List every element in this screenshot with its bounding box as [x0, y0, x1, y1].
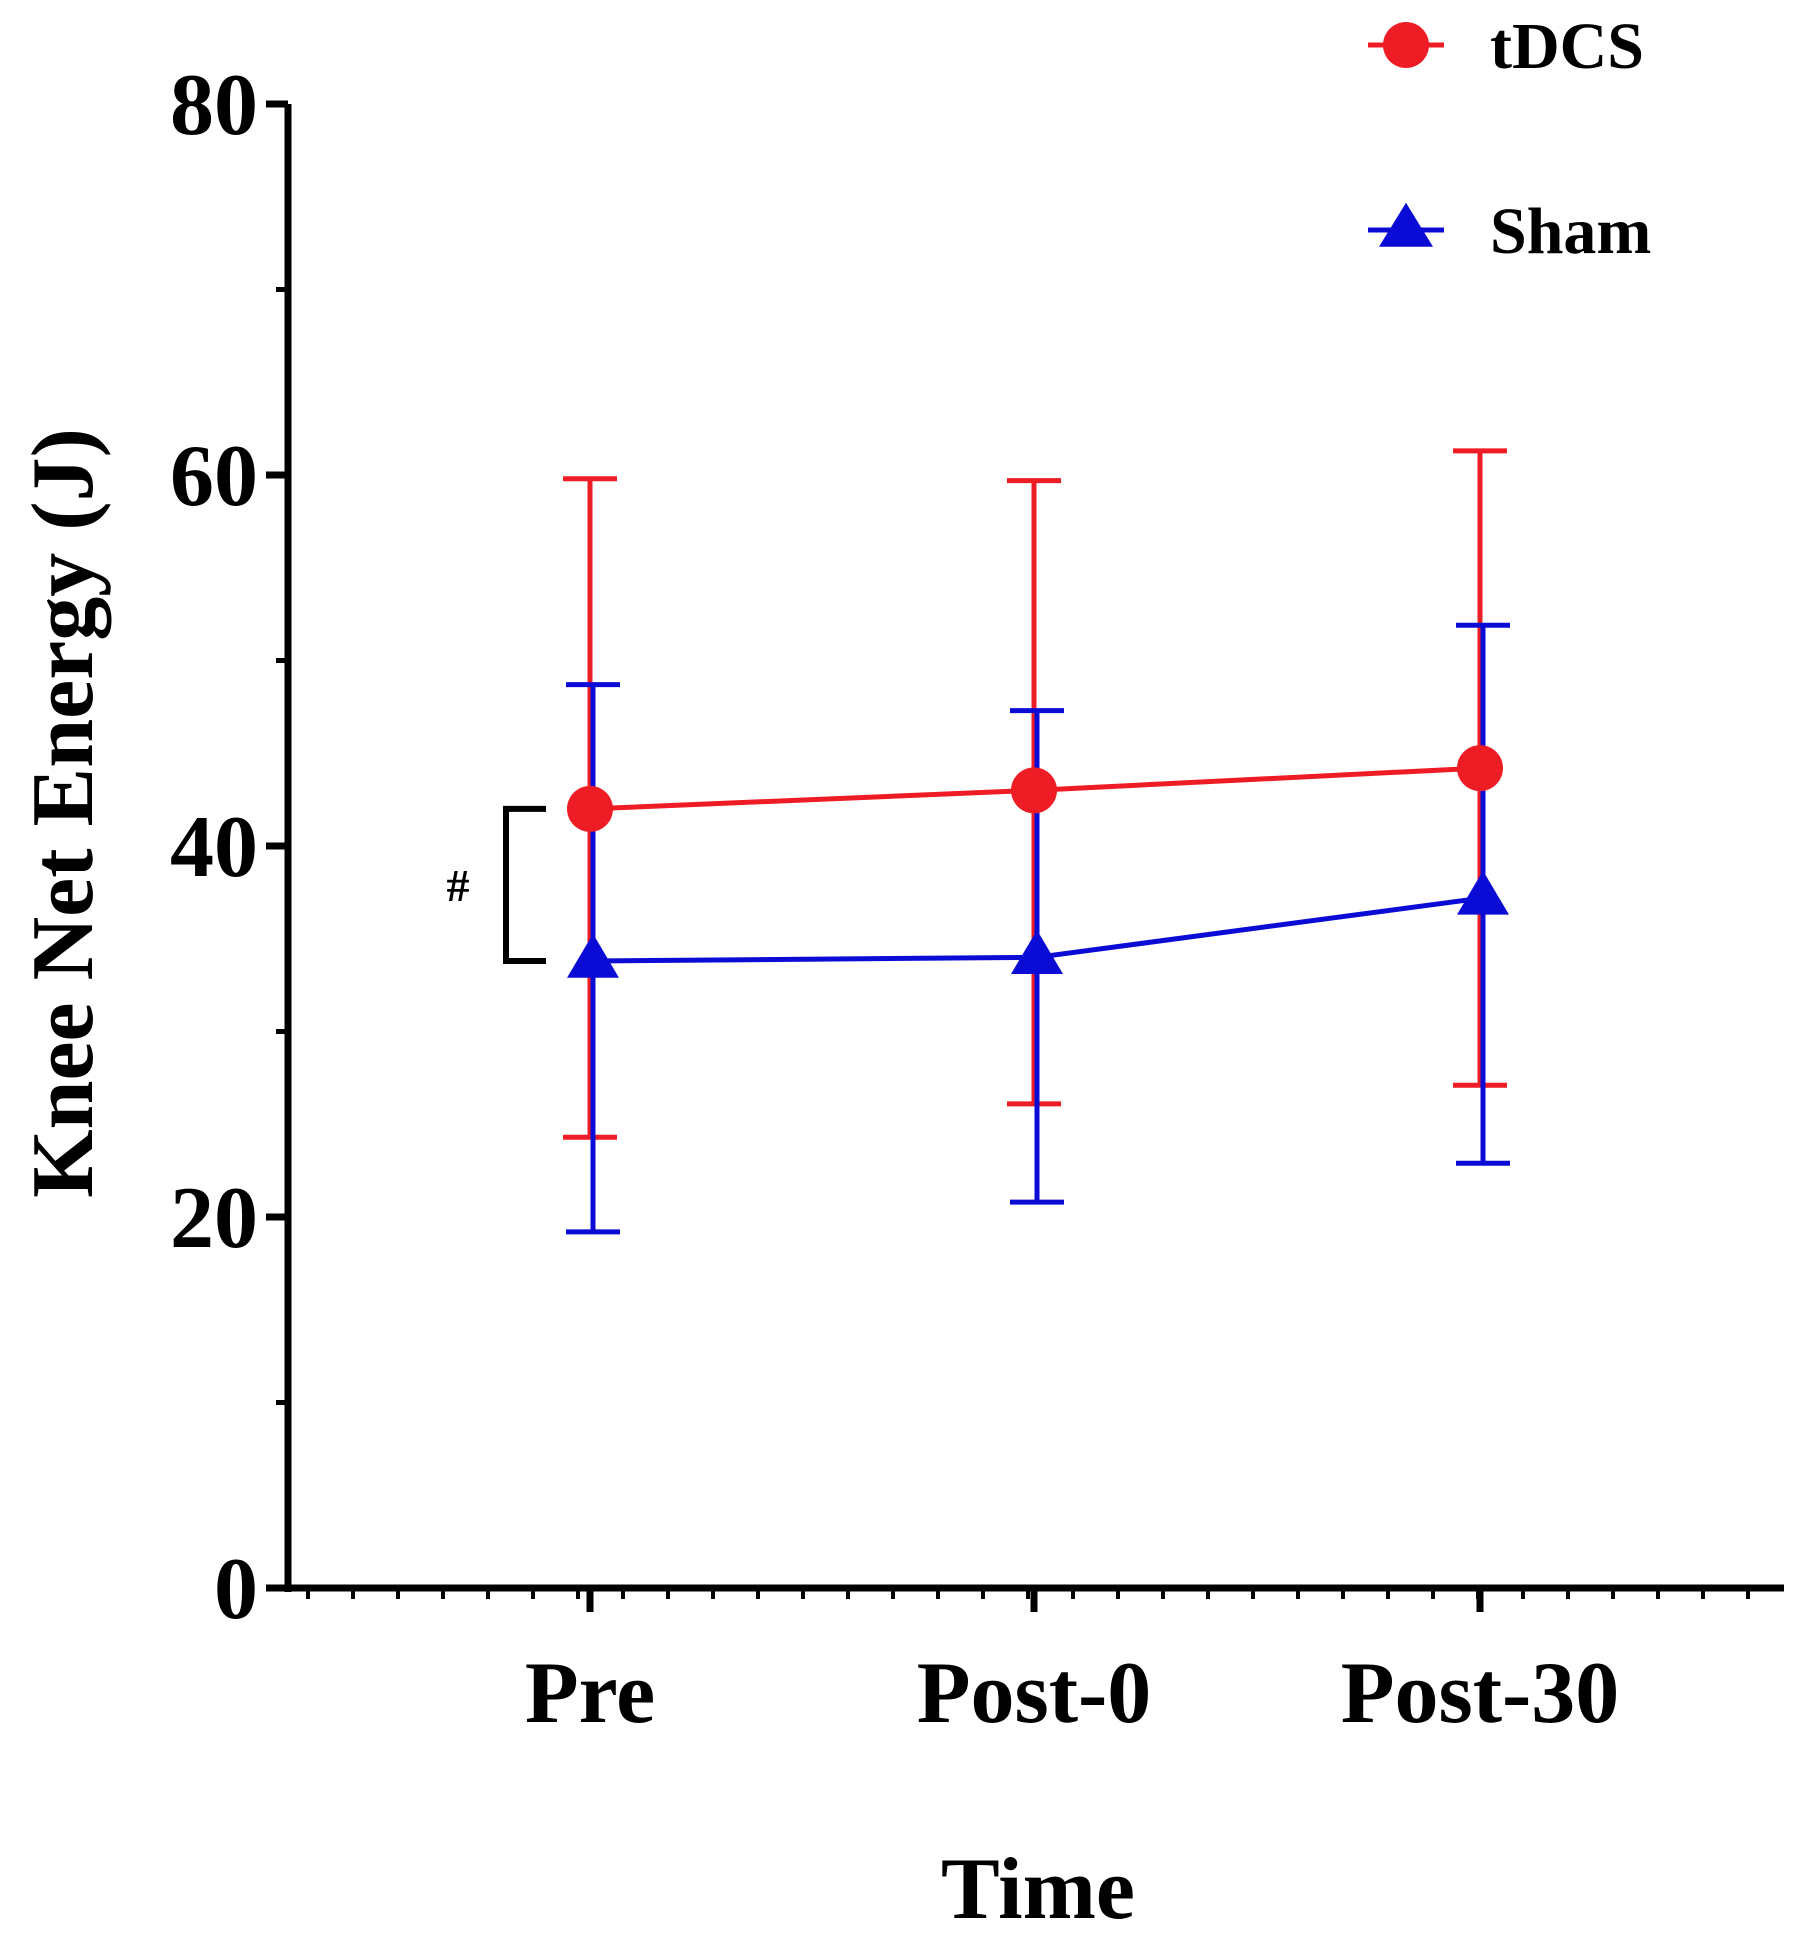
x-axis: Pre Post-0 Post-30 — [285, 1584, 1784, 1742]
x-tick-label: Post-30 — [1341, 1645, 1620, 1742]
legend-label: tDCS — [1490, 10, 1644, 83]
y-tick-label: 60 — [170, 428, 258, 525]
legend-item-tDCS: tDCS — [1368, 10, 1644, 83]
data-point — [1011, 767, 1057, 814]
y-tick-label: 0 — [214, 1541, 258, 1638]
series-Sham — [567, 870, 1509, 978]
x-tick-label: Post-0 — [917, 1645, 1152, 1742]
annotation-layer: # — [447, 805, 546, 965]
x-axis-title: Time — [941, 1841, 1135, 1938]
data-point — [567, 785, 613, 832]
data-point — [1457, 745, 1503, 792]
legend-marker — [1383, 22, 1429, 68]
data-point — [1457, 870, 1509, 915]
y-axis: 0 20 40 60 80 — [170, 57, 292, 1638]
data-point — [567, 933, 619, 978]
legend: tDCS Sham — [1368, 10, 1651, 268]
legend-label: Sham — [1490, 195, 1651, 268]
y-tick-label: 40 — [170, 799, 258, 896]
significance-bracket — [503, 805, 546, 965]
y-tick-label: 80 — [170, 57, 258, 154]
legend-marker — [1379, 202, 1433, 247]
series-layer — [563, 448, 1510, 1235]
significance-marker: # — [447, 860, 470, 911]
series-tDCS — [567, 745, 1503, 832]
x-tick-label: Pre — [525, 1645, 655, 1742]
data-point — [1011, 930, 1063, 975]
legend-item-Sham: Sham — [1368, 195, 1651, 268]
y-tick-label: 20 — [170, 1170, 258, 1267]
y-axis-title: Knee Net Energy (J) — [15, 428, 112, 1198]
series-errorbars-Sham — [566, 622, 1510, 1235]
